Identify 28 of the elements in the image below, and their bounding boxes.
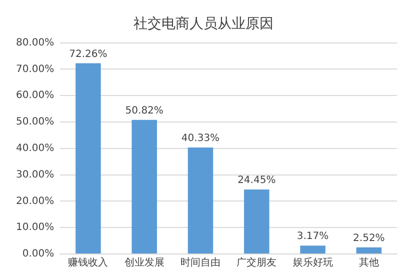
bar: [356, 247, 382, 254]
x-tick-label: 时间自由: [180, 256, 220, 269]
bar: [244, 189, 270, 254]
x-tick-label: 其他: [358, 256, 379, 269]
y-tick-label: 70.00%: [16, 64, 54, 75]
x-tick-label: 创业发展: [124, 256, 164, 269]
y-tick-label: 40.00%: [16, 142, 54, 154]
y-tick-label: 60.00%: [16, 90, 54, 102]
bar: [188, 148, 214, 254]
data-label: 2.52%: [353, 232, 385, 244]
data-label: 72.26%: [69, 48, 108, 60]
y-tick-label: 80.00%: [16, 37, 54, 48]
data-label: 50.82%: [125, 105, 164, 116]
y-tick-label: 30.00%: [16, 169, 54, 180]
data-label: 40.33%: [181, 133, 220, 144]
bar: [300, 246, 326, 254]
x-tick-label: 赚钱收入: [68, 256, 108, 269]
bar: [76, 63, 101, 254]
chart-title: 社交电商人员从业原因: [134, 16, 274, 32]
x-tick-label: 广交朋友: [236, 256, 277, 269]
y-tick-label: 0.00%: [22, 248, 54, 260]
y-tick-label: 20.00%: [16, 196, 54, 207]
x-tick-label: 娱乐好玩: [292, 256, 333, 269]
data-label: 24.45%: [238, 175, 276, 186]
data-label: 3.17%: [296, 231, 329, 242]
y-tick-label: 10.00%: [16, 222, 54, 234]
y-tick-label: 50.00%: [16, 116, 54, 128]
bar: [132, 120, 157, 254]
